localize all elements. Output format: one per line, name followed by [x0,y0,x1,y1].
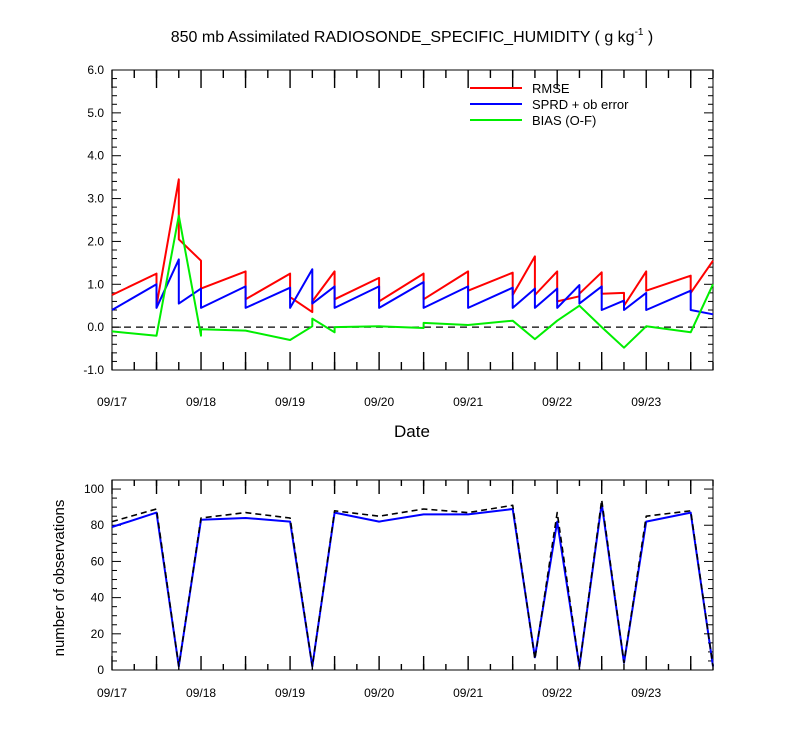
chart-title-suffix: ) [643,29,653,46]
x-tick-label: 09/18 [186,686,216,700]
y-tick-label: 4.0 [87,149,104,163]
y-tick-label: 60 [91,554,105,568]
x-axis-label: Date [394,422,430,441]
y-tick-label: 40 [91,591,105,605]
legend-label: SPRD + ob error [532,97,629,112]
chart-title-main: 850 mb Assimilated RADIOSONDE_SPECIFIC_H… [171,29,635,46]
series-line-sprd-ob-error [111,258,714,316]
top-plot: 09/17 09/18 09/19 09/20 09/21 09/22 09/23 -1.0 0… [83,63,714,409]
legend-label: BIAS (O-F) [532,113,596,128]
x-tick-label: 09/22 [542,686,572,700]
y-tick-label: 0.0 [87,320,104,334]
legend-label: RMSE [532,81,570,96]
series-line-total [111,499,714,668]
series-line-rmse [111,178,714,314]
y-tick-label: 6.0 [87,63,104,77]
x-tick-label: 09/17 [97,686,127,700]
x-tick-label: 09/20 [364,686,394,700]
y-tick-label: 3.0 [87,192,104,206]
y-tick-label: 100 [84,482,104,496]
y-tick-label: 80 [91,518,105,532]
y-tick-label: 0 [97,663,104,677]
y-tick-label: -1.0 [83,363,104,377]
y-axis-label-observations: number of observations [51,500,68,657]
x-tick-label: 09/23 [631,686,661,700]
x-tick-label: 09/19 [275,395,305,409]
x-tick-label: 09/17 [97,395,127,409]
x-tick-label: 09/18 [186,395,216,409]
plot-frame [111,69,714,371]
bottom-plot: 09/17 09/18 09/19 09/20 09/21 09/22 09/23 0 20 40… [84,479,714,700]
x-tick-label: 09/22 [542,395,572,409]
x-tick-label: 09/19 [275,686,305,700]
x-tick-label: 09/21 [453,395,483,409]
chart-title-superscript: -1 [635,27,644,38]
plot-frame [111,479,714,671]
chart-title: 850 mb Assimilated RADIOSONDE_SPECIFIC_H… [171,27,654,46]
x-tick-label: 09/21 [453,686,483,700]
y-tick-label: 2.0 [87,234,104,248]
y-tick-label: 1.0 [87,277,104,291]
y-tick-label: 5.0 [87,106,104,120]
series-line-assimilated [111,502,714,668]
series-line-bias-o-f [111,214,714,349]
x-tick-label: 09/20 [364,395,394,409]
y-tick-label: 20 [91,627,105,641]
x-tick-label: 09/23 [631,395,661,409]
